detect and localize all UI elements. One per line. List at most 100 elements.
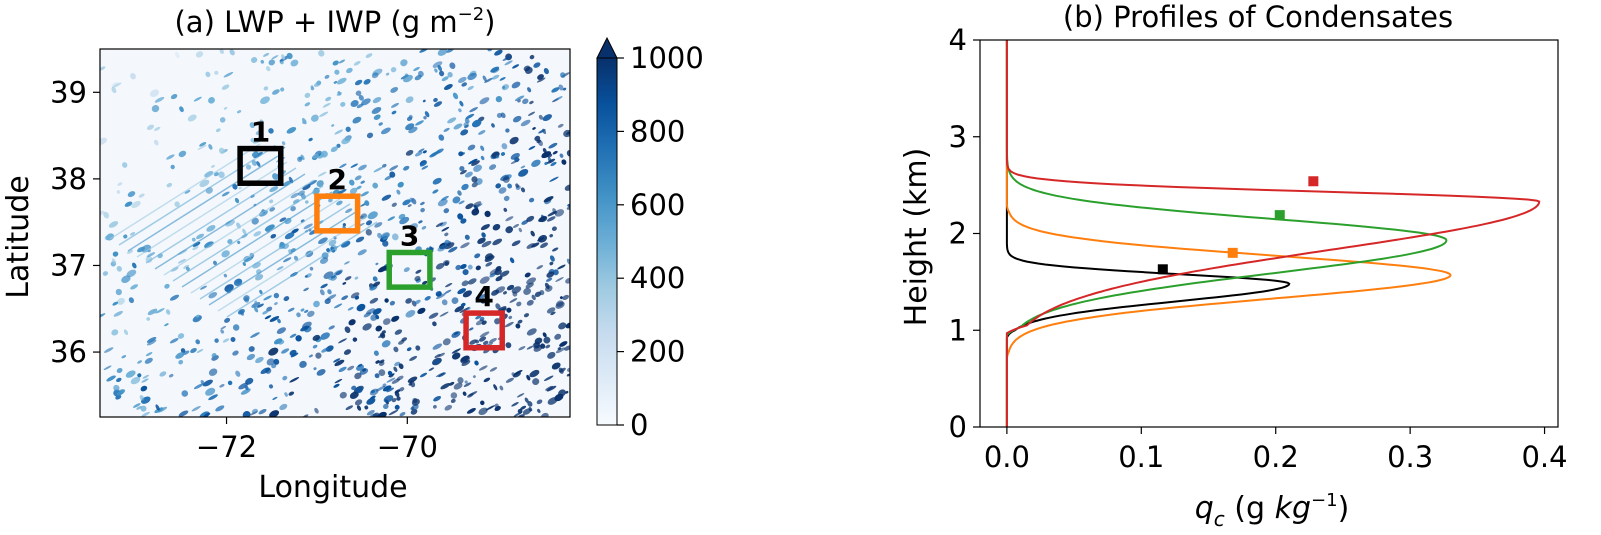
cloud-cell [286, 52, 293, 60]
cloud-cell [338, 59, 346, 64]
cloud-cell [317, 171, 327, 177]
cloud-cell [383, 403, 389, 410]
colorbar-tick-label: 800 [630, 114, 685, 148]
cloud-cell [537, 139, 543, 147]
cloud-cell [147, 308, 158, 316]
cloud-cell [432, 61, 443, 68]
cloud-cell [371, 107, 382, 114]
cloud-cell [223, 106, 228, 110]
cloud-cell [459, 169, 467, 175]
cloud-cell [253, 231, 262, 237]
cloud-cell [349, 187, 358, 195]
cloud-cell [534, 135, 541, 142]
cloud-cell [526, 345, 534, 350]
cloud-cell [506, 307, 512, 313]
cloud-cell [333, 358, 341, 363]
cloud-cell [378, 122, 383, 126]
cloud-cell [437, 198, 448, 207]
cloud-cell [218, 171, 225, 179]
cloud-cell [420, 207, 425, 213]
cloud-cell [505, 342, 512, 349]
cloud-cell [291, 228, 299, 234]
cloud-cell [461, 152, 465, 156]
cloud-cell [273, 358, 280, 365]
cloud-cell [122, 162, 128, 168]
cloud-cell [255, 356, 264, 364]
panel-a-y-label: Latitude [1, 175, 36, 298]
cloud-cell [132, 262, 137, 269]
cloud-cell [282, 180, 292, 187]
cloud-cell [370, 314, 378, 321]
cloud-cell [473, 203, 483, 209]
cloud-cell [386, 377, 396, 383]
cloud-cell [537, 234, 548, 243]
cloud-cell [478, 365, 488, 371]
cloud-cell [420, 201, 425, 206]
cloud-cell [423, 115, 427, 120]
cloud-cell [459, 100, 464, 107]
cloud-cell [244, 297, 250, 303]
cloud-cell [505, 216, 514, 222]
cloud-cell [312, 334, 321, 341]
cloud-cell [279, 217, 287, 222]
cloud-cell [399, 411, 406, 417]
cloud-cell [509, 298, 518, 303]
cloud-cell [462, 269, 469, 276]
cloud-cell [245, 164, 252, 170]
cloud-cell [428, 312, 439, 319]
cloud-cell [435, 148, 444, 154]
cloud-cell [516, 301, 522, 307]
cloud-cell [223, 71, 234, 78]
cloud-cell [495, 303, 501, 310]
cloud-cell [258, 409, 267, 415]
cloud-cell [503, 291, 507, 295]
cloud-cell [524, 397, 529, 403]
cloud-cell [318, 237, 328, 245]
panel-a-y-ticks: 36 37 38 39 [50, 75, 100, 369]
cloud-cell [141, 411, 150, 417]
profile-marker-4 [1308, 176, 1319, 187]
cloud-cell [366, 397, 376, 405]
cloud-cell [557, 123, 564, 128]
cloud-cell [489, 164, 497, 170]
cloud-cell [113, 310, 123, 317]
cloud-cell [271, 55, 279, 60]
cloud-cell [551, 226, 557, 231]
region-box-label-3: 3 [400, 219, 419, 252]
cloud-cell [390, 102, 400, 108]
cloud-cell [199, 142, 207, 147]
cloud-cell [373, 350, 379, 356]
cloud-cell [531, 159, 541, 168]
cloud-cell [447, 71, 453, 78]
cloud-cell [495, 95, 503, 103]
cloud-cell [511, 286, 522, 294]
cloud-cell [367, 211, 378, 220]
cloud-cell [558, 84, 564, 91]
cloud-cell [380, 127, 391, 135]
cloud-cell [435, 222, 444, 228]
cloud-cell [283, 257, 292, 263]
cloud-cell [390, 86, 399, 93]
cloud-cell [444, 232, 449, 237]
cloud-cell [373, 114, 381, 120]
cloud-cell [444, 242, 455, 250]
cloud-cell [453, 382, 463, 390]
cloud-cell [462, 290, 473, 298]
cloud-cell [439, 311, 449, 317]
cloud-cell [366, 410, 375, 416]
cloud-cell [305, 200, 309, 204]
cloud-cell [273, 292, 280, 299]
cloud-cell [304, 92, 311, 98]
cloud-cell [126, 269, 137, 278]
cloud-cell [192, 241, 201, 247]
cloud-cell [552, 150, 558, 155]
cloud-cell [310, 85, 314, 89]
cloud-cell [336, 189, 347, 195]
y-tick-label: 39 [50, 75, 87, 109]
cloud-cell [478, 130, 486, 135]
cloud-cell [473, 164, 483, 172]
cloud-cell [405, 310, 416, 318]
cloud-cell [130, 73, 136, 80]
cloud-cell [481, 232, 486, 238]
cloud-cell [303, 223, 313, 230]
